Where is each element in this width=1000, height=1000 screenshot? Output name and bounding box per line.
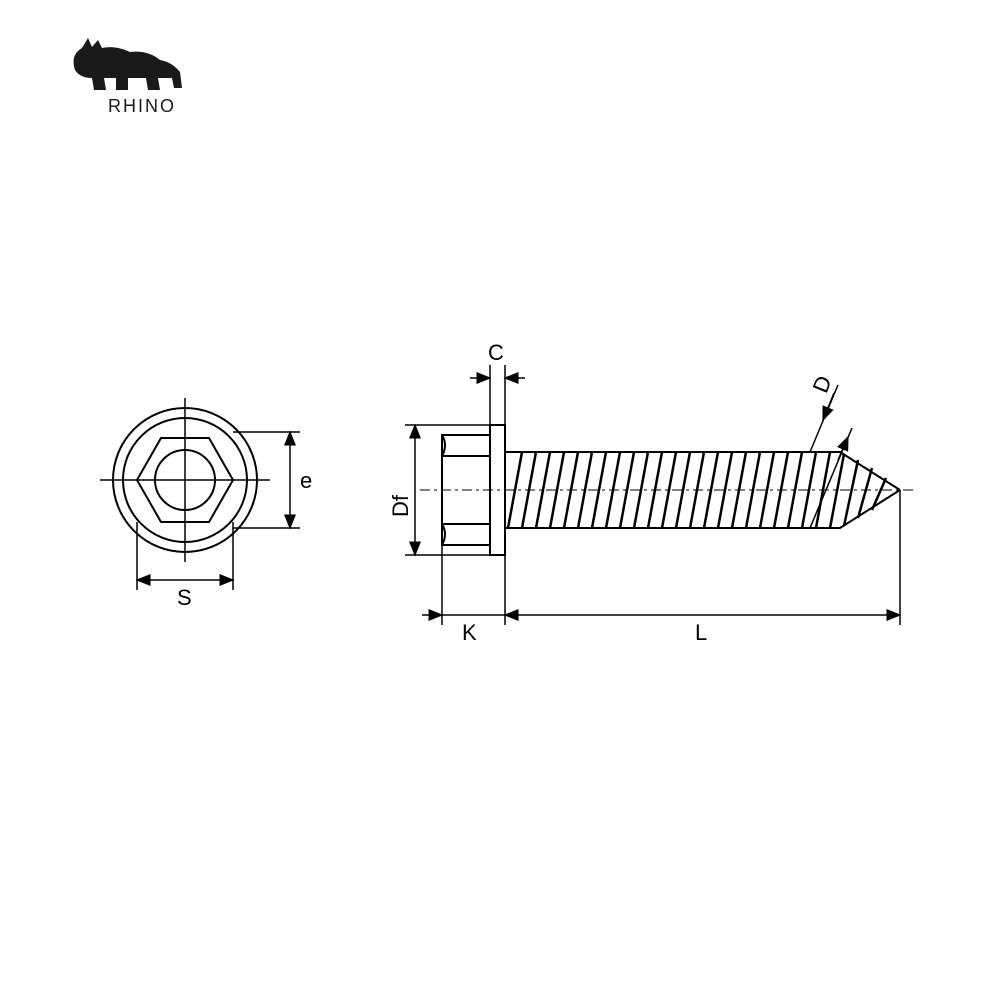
label-D: D	[808, 372, 837, 396]
front-view	[100, 398, 270, 562]
threads	[508, 452, 886, 528]
label-e: e	[300, 468, 312, 493]
label-C: C	[488, 340, 504, 365]
label-Df: Df	[388, 494, 413, 517]
label-L: L	[695, 620, 707, 645]
dim-K	[422, 545, 505, 625]
label-S: S	[177, 585, 192, 610]
technical-drawing: e S	[0, 0, 1000, 1000]
side-view	[420, 425, 915, 555]
dim-L	[505, 490, 900, 625]
dim-C	[470, 365, 525, 425]
label-K: K	[462, 620, 477, 645]
